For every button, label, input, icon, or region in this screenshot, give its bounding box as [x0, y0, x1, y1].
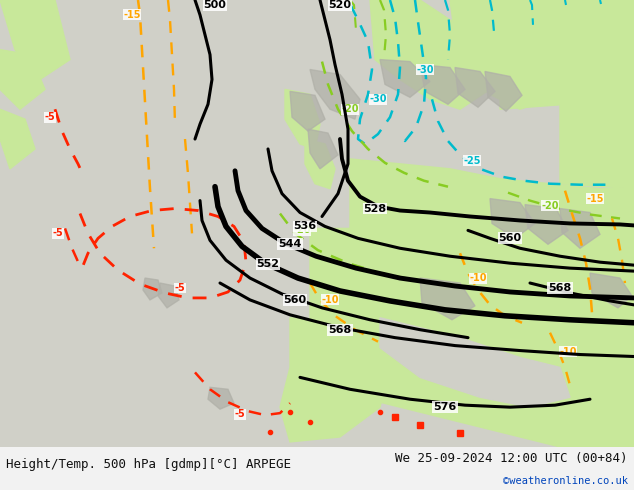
Text: 568: 568: [328, 325, 352, 335]
Text: -10: -10: [559, 346, 577, 357]
Text: 520: 520: [328, 0, 351, 10]
Polygon shape: [490, 198, 535, 238]
Polygon shape: [420, 65, 465, 104]
Polygon shape: [350, 159, 634, 447]
Polygon shape: [158, 283, 179, 308]
Text: -20: -20: [541, 200, 559, 211]
Polygon shape: [450, 0, 580, 109]
Text: ©weatheronline.co.uk: ©weatheronline.co.uk: [503, 475, 628, 486]
Polygon shape: [380, 60, 430, 98]
Text: 560: 560: [283, 295, 307, 305]
Text: -30: -30: [417, 65, 434, 74]
Polygon shape: [560, 0, 634, 189]
Polygon shape: [380, 318, 570, 407]
Polygon shape: [305, 139, 335, 189]
Polygon shape: [590, 273, 632, 308]
Text: -5: -5: [174, 283, 185, 293]
Text: We 25-09-2024 12:00 UTC (00+84): We 25-09-2024 12:00 UTC (00+84): [395, 452, 628, 466]
Polygon shape: [310, 228, 480, 397]
Polygon shape: [485, 72, 522, 111]
Text: -25: -25: [463, 156, 481, 166]
Polygon shape: [285, 89, 320, 149]
Text: -5: -5: [53, 228, 63, 238]
Polygon shape: [500, 0, 634, 109]
Polygon shape: [208, 387, 234, 409]
Polygon shape: [308, 129, 338, 169]
Text: -20: -20: [341, 104, 359, 114]
Text: -5: -5: [235, 409, 245, 419]
Text: 576: 576: [434, 402, 456, 412]
Text: -5: -5: [44, 112, 55, 122]
Text: -20: -20: [294, 225, 311, 235]
Polygon shape: [525, 204, 568, 245]
Text: 552: 552: [257, 259, 280, 269]
Text: -15: -15: [586, 194, 604, 204]
Text: -10: -10: [469, 273, 487, 283]
Polygon shape: [0, 0, 70, 79]
Text: 560: 560: [498, 233, 522, 244]
Text: -15: -15: [123, 10, 141, 20]
Polygon shape: [560, 209, 600, 248]
Text: 500: 500: [204, 0, 226, 10]
Polygon shape: [280, 318, 390, 442]
Text: 568: 568: [548, 283, 572, 293]
Polygon shape: [290, 91, 325, 131]
Text: 536: 536: [294, 221, 316, 231]
Polygon shape: [420, 278, 475, 320]
Text: 544: 544: [278, 239, 302, 249]
Polygon shape: [0, 49, 45, 109]
Polygon shape: [0, 0, 634, 447]
Text: -30: -30: [369, 94, 387, 104]
Polygon shape: [0, 109, 35, 169]
Text: Height/Temp. 500 hPa [gdmp][°C] ARPEGE: Height/Temp. 500 hPa [gdmp][°C] ARPEGE: [6, 458, 292, 470]
Polygon shape: [143, 278, 162, 300]
Polygon shape: [310, 70, 360, 119]
Polygon shape: [455, 68, 495, 107]
Text: 528: 528: [363, 203, 387, 214]
Text: -10: -10: [321, 295, 339, 305]
Polygon shape: [370, 0, 500, 109]
